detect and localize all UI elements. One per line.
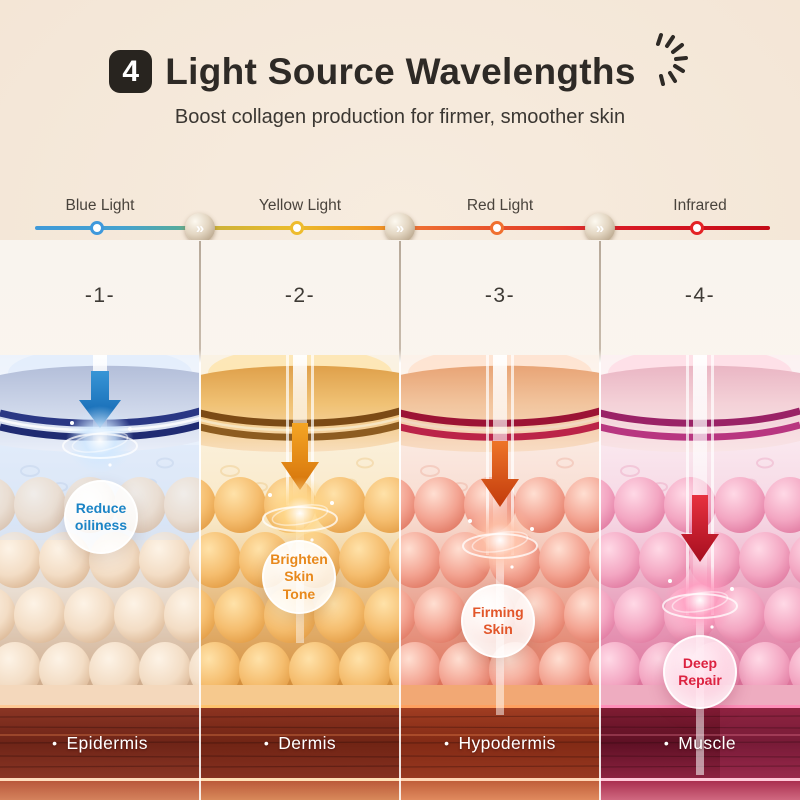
benefit-bubble-infrared: Deep Repair — [663, 635, 737, 709]
benefit-text: Firming Skin — [472, 603, 524, 637]
spectrum-dot-red — [490, 221, 504, 235]
chevron-separator-icon: » — [185, 213, 215, 243]
chevron-glyph: » — [595, 219, 604, 237]
count-badge: 4 — [109, 50, 153, 93]
benefit-bubble-red: Firming Skin — [461, 584, 535, 658]
panel-index: -1- — [84, 284, 116, 307]
panel-infrared: -4- — [600, 240, 800, 800]
layer-label-dermis: • Dermis — [200, 733, 400, 754]
layer-label-text: Muscle — [678, 733, 737, 753]
layer-label-epidermis: • Epidermis — [0, 733, 200, 754]
panel-divider — [199, 241, 201, 800]
spectrum-dot-infrared — [690, 221, 704, 235]
panel-index: -2- — [284, 284, 316, 307]
benefit-bubble-yellow: Brighten Skin Tone — [262, 540, 336, 614]
panel-yellow-light: -2- — [200, 240, 400, 800]
benefit-bubble-blue: Reduce oiliness — [64, 480, 138, 554]
chevron-glyph: » — [195, 219, 204, 237]
title-row: 4 Light Source Wavelengths — [0, 32, 800, 93]
layer-label-text: Dermis — [278, 733, 337, 753]
header: 4 Light Source Wavelengths Boost collage… — [0, 32, 800, 129]
skin-illustration-red — [400, 355, 600, 800]
panel-divider — [399, 241, 401, 800]
bullet-icon: • — [263, 735, 270, 751]
benefit-text: Reduce oiliness — [74, 499, 128, 533]
light-name-infrared: Infrared — [673, 197, 727, 214]
skin-illustration-blue — [0, 355, 200, 800]
chevron-separator-icon: » — [385, 213, 415, 243]
layer-label-text: Hypodermis — [458, 733, 556, 753]
panel-index: -4- — [684, 284, 716, 307]
light-name-yellow: Yellow Light — [258, 197, 342, 214]
bullet-icon: • — [52, 735, 58, 751]
light-name-blue: Blue Light — [65, 197, 135, 214]
sparkle-icon — [655, 32, 688, 86]
panel-index: -3- — [484, 284, 516, 307]
benefit-text: Deep Repair — [678, 654, 722, 688]
bullet-icon: • — [444, 735, 450, 751]
layer-label-hypodermis: • Hypodermis — [400, 733, 600, 754]
spectrum-dot-yellow — [290, 221, 304, 235]
page-title: Light Source Wavelengths — [165, 50, 636, 92]
layer-label-muscle: • Muscle — [600, 733, 800, 754]
subtitle: Boost collagen production for firmer, sm… — [174, 106, 626, 128]
layer-label-text: Epidermis — [66, 733, 148, 753]
spectrum-dot-blue — [90, 221, 104, 235]
panel-divider — [599, 241, 601, 800]
chevron-glyph: » — [395, 219, 404, 237]
benefit-text: Brighten Skin Tone — [270, 551, 328, 602]
panel-red-light: -3- — [400, 240, 600, 800]
panel-blue-light: -1- — [0, 240, 200, 800]
light-name-red: Red Light — [466, 197, 534, 214]
bullet-icon: • — [663, 735, 670, 751]
chevron-separator-icon: » — [585, 213, 615, 243]
skin-illustration-infrared — [600, 355, 800, 800]
